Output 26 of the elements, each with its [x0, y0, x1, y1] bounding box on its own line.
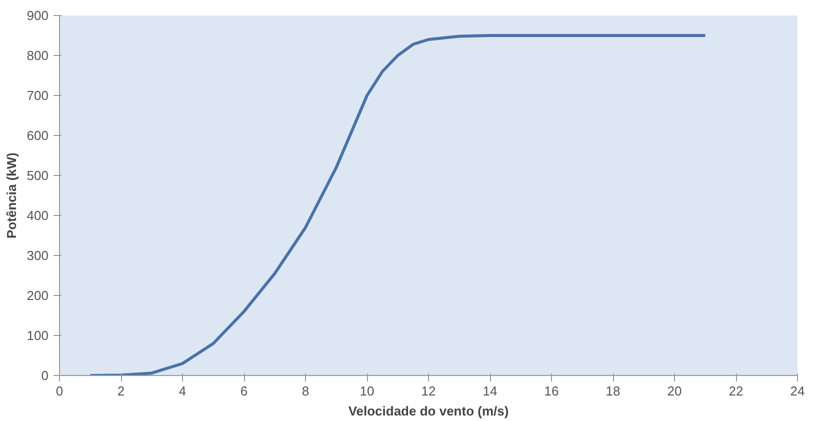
y-tick-label: 400 — [26, 208, 49, 223]
y-tick-label: 200 — [26, 288, 49, 303]
x-tick-label: 6 — [240, 384, 248, 398]
x-tick-label: 18 — [606, 384, 620, 398]
y-tick-label: 100 — [26, 328, 49, 343]
x-tick-label: 8 — [302, 384, 310, 398]
x-tick-label: 14 — [482, 384, 498, 398]
line-series — [88, 34, 707, 376]
y-axis-title: Potência (kW) — [4, 152, 19, 238]
x-tick-label: 22 — [728, 384, 744, 398]
x-tick-label: 4 — [178, 384, 186, 398]
x-tick-label: 24 — [790, 384, 805, 398]
x-tick-label: 10 — [360, 384, 374, 398]
x-tick-label: 12 — [421, 384, 436, 398]
y-tick-label: 600 — [26, 128, 49, 143]
x-axis-title: Velocidade do vento (m/s) — [348, 404, 509, 418]
x-tick-label: 16 — [544, 384, 559, 398]
y-tick-label: 800 — [26, 48, 49, 63]
x-tick-label: 2 — [117, 384, 125, 398]
y-tick-label: 0 — [41, 368, 49, 383]
x-tick-label: 0 — [56, 384, 64, 398]
x-tick-label: 20 — [667, 384, 682, 398]
y-tick-label: 700 — [26, 88, 49, 103]
y-tick-label: 900 — [26, 8, 49, 23]
y-tick-label: 300 — [26, 248, 49, 263]
y-tick-label: 500 — [26, 168, 49, 183]
